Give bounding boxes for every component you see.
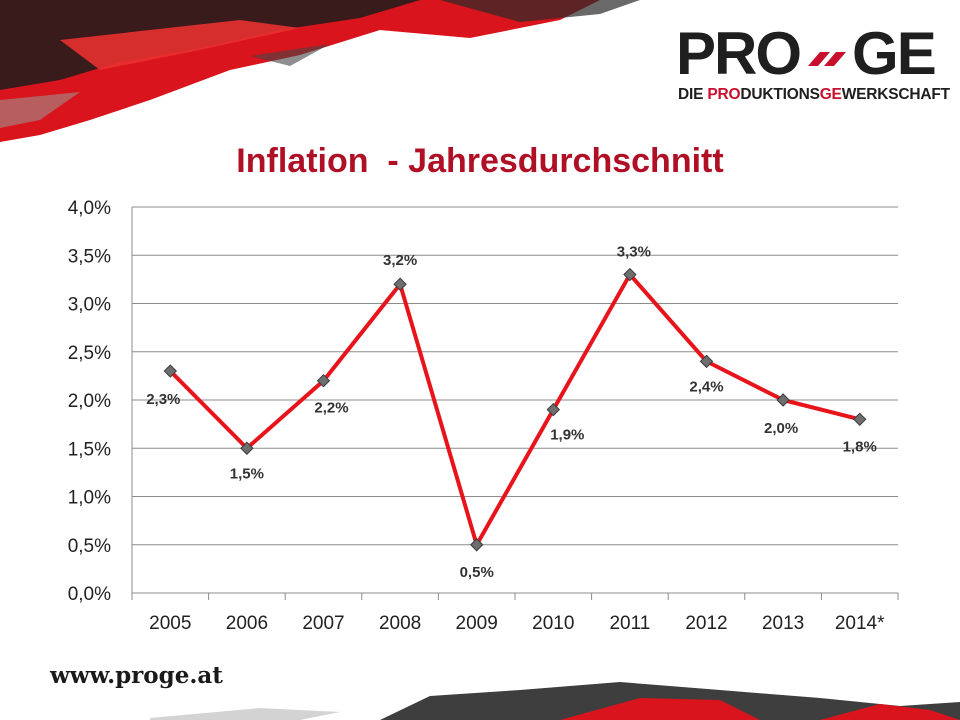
data-point-2008 bbox=[393, 277, 407, 291]
y-tick-label-1: 0,5% bbox=[68, 536, 111, 557]
data-label-2013: 2,0% bbox=[764, 420, 798, 437]
x-tick-label-2005: 2005 bbox=[149, 613, 191, 634]
x-tick-label-2007: 2007 bbox=[302, 613, 344, 634]
data-label-2011: 3,3% bbox=[617, 244, 651, 261]
series-line bbox=[168, 272, 861, 547]
data-label-2014p: 1,8% bbox=[843, 438, 877, 455]
brush-decoration-bottom bbox=[150, 682, 960, 720]
x-tick-label-2009: 2009 bbox=[456, 613, 498, 634]
chart-axes: 0,0% 0,5% 1,0% 1,5% 2,0% 2,5% 3,0% 3,5% 4,0% 2005… bbox=[68, 198, 899, 634]
x-tick-label-2010: 2010 bbox=[532, 613, 574, 634]
data-point-2013 bbox=[776, 393, 790, 407]
data-point-2014p bbox=[852, 412, 867, 427]
y-tick-label-0: 0,0% bbox=[68, 584, 111, 605]
data-labels: 2,3% 1,5% 2,2% 3,2% 0,5% 1,9% 3,3% 2,4% 2,0% 1,8% bbox=[146, 244, 877, 581]
website-url: www.proge.at bbox=[50, 662, 223, 689]
x-tick-label-2011: 2011 bbox=[609, 613, 650, 634]
y-tick-label-2: 1,0% bbox=[68, 488, 111, 509]
data-point-2009 bbox=[469, 538, 484, 552]
logo-tagline: DIE PRODUKTIONSGEWERKSCHAFT bbox=[678, 86, 950, 103]
y-tick-label-5: 2,5% bbox=[68, 343, 111, 364]
data-label-2005: 2,3% bbox=[146, 391, 180, 408]
y-tick-label-3: 1,5% bbox=[68, 439, 111, 460]
x-tick-label-2013: 2013 bbox=[762, 613, 804, 634]
x-tick-label-2014p: 2014* bbox=[835, 613, 885, 634]
data-label-2009: 0,5% bbox=[460, 564, 494, 581]
proge-logo: PRO GE DIE PRODUKTIONSGEWERKSCHAFT bbox=[676, 22, 950, 108]
x-tick-label-2012: 2012 bbox=[685, 613, 727, 634]
y-tick-label-6: 3,0% bbox=[68, 295, 111, 316]
gridlines bbox=[132, 206, 898, 594]
data-point-2012 bbox=[699, 354, 714, 369]
slide-title: Inflation - Jahresdurchschnitt bbox=[236, 142, 724, 180]
series-inflation-line bbox=[168, 272, 861, 547]
x-tick-label-2006: 2006 bbox=[226, 613, 268, 634]
data-point-2006 bbox=[240, 441, 254, 455]
x-tick-label-2008: 2008 bbox=[379, 613, 421, 634]
data-label-2007: 2,2% bbox=[314, 400, 348, 417]
logo-wordmark: PRO GE bbox=[676, 20, 937, 87]
data-markers bbox=[163, 267, 867, 552]
data-point-2010 bbox=[546, 402, 561, 417]
data-label-2008: 3,2% bbox=[383, 252, 417, 269]
brush-decoration-top bbox=[0, 0, 640, 142]
y-tick-label-7: 3,5% bbox=[68, 246, 111, 267]
data-point-2007 bbox=[316, 373, 331, 388]
data-label-2010: 1,9% bbox=[550, 427, 584, 444]
data-point-2011 bbox=[623, 267, 637, 282]
y-tick-label-8: 4,0% bbox=[68, 198, 111, 219]
data-label-2012: 2,4% bbox=[689, 378, 723, 395]
data-point-2005 bbox=[163, 364, 178, 378]
y-tick-label-4: 2,0% bbox=[68, 391, 111, 412]
data-label-2006: 1,5% bbox=[230, 465, 264, 482]
